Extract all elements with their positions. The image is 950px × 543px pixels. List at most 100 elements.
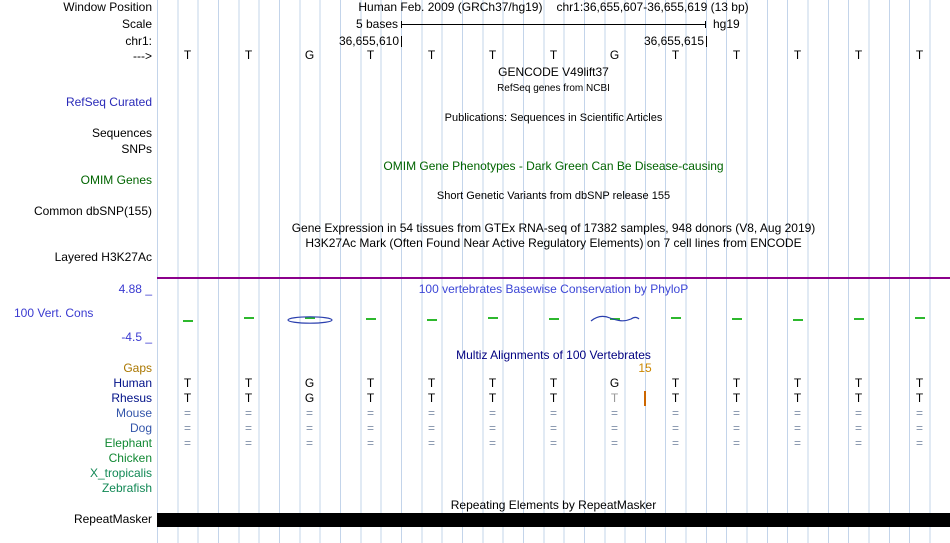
alignment-cell: = <box>244 421 253 435</box>
tracks-panel <box>157 0 950 543</box>
species-label-dog[interactable]: Dog <box>129 421 152 435</box>
alignment-cell: T <box>671 391 680 405</box>
alignment-cell: = <box>854 421 863 435</box>
label-window-position: Window Position <box>63 0 152 14</box>
alignment-cell: = <box>488 421 497 435</box>
alignment-cell: = <box>732 436 741 450</box>
repeatmasker-bar <box>157 513 950 527</box>
alignment-cell: = <box>854 406 863 420</box>
alignment-cell: T <box>671 376 680 390</box>
genome-label: hg19 <box>713 17 740 31</box>
alignment-cell: = <box>244 406 253 420</box>
alignment-cell: = <box>183 406 192 420</box>
alignment-cell: = <box>366 421 375 435</box>
alignment-cell: = <box>183 436 192 450</box>
alignment-cell: G <box>609 376 620 390</box>
phylop-dip-icon <box>285 312 335 326</box>
track-title-gencode[interactable]: GENCODE V49lift37 <box>498 65 609 79</box>
phylop-dash <box>487 317 498 319</box>
track-title-multiz[interactable]: Multiz Alignments of 100 Vertebrates <box>456 348 651 362</box>
alignment-cell: = <box>793 436 802 450</box>
phylop-dash <box>731 318 742 320</box>
strand-arrow: ---> <box>133 49 152 63</box>
alignment-cell: G <box>304 376 315 390</box>
alignment-cell: = <box>915 421 924 435</box>
species-label-zebrafish[interactable]: Zebrafish <box>101 481 152 495</box>
alignment-cell: T <box>488 376 497 390</box>
alignment-cell: T <box>427 376 436 390</box>
track-title-dbsnp[interactable]: Short Genetic Variants from dbSNP releas… <box>436 190 671 202</box>
alignment-cell: T <box>183 391 192 405</box>
alignment-cell: = <box>610 436 619 450</box>
alignment-cell: = <box>366 436 375 450</box>
track-label-sequences[interactable]: Sequences <box>91 126 152 140</box>
sequence-base: T <box>366 48 375 62</box>
h3k27ac-baseline <box>157 277 950 279</box>
alignment-cell: = <box>305 406 314 420</box>
scale-bar <box>401 24 706 25</box>
track-title-gtex[interactable]: Gene Expression in 54 tissues from GTEx … <box>291 221 816 235</box>
species-label-human[interactable]: Human <box>113 376 152 390</box>
alignment-cell: = <box>366 406 375 420</box>
alignment-cell: T <box>549 391 558 405</box>
species-label-x_tropicalis[interactable]: X_tropicalis <box>89 466 152 480</box>
alignment-cell: T <box>183 376 192 390</box>
species-label-rhesus[interactable]: Rhesus <box>111 391 152 405</box>
position-label: chr1:36,655,607-36,655,619 (13 bp) <box>556 0 749 14</box>
track-label-repeatmasker[interactable]: RepeatMasker <box>73 512 152 526</box>
alignment-cell: T <box>427 391 436 405</box>
sequence-base: T <box>549 48 558 62</box>
track-label-omim-genes[interactable]: OMIM Genes <box>80 173 152 187</box>
phylop-dash <box>426 319 437 321</box>
species-label-mouse[interactable]: Mouse <box>115 406 152 420</box>
label-scale: Scale <box>121 17 152 31</box>
track-title-h3k27ac[interactable]: H3K27Ac Mark (Often Found Near Active Re… <box>305 236 802 250</box>
ruler-tick-right <box>706 36 707 47</box>
conservation-max-value: 4.88 _ <box>118 282 152 296</box>
track-label-snps[interactable]: SNPs <box>121 142 152 156</box>
sequence-base: T <box>244 48 253 62</box>
alignment-cell: = <box>427 406 436 420</box>
assembly-label: Human Feb. 2009 (GRCh37/hg19) <box>358 0 543 14</box>
alignment-cell: T <box>854 391 863 405</box>
track-label-100-vert-cons[interactable]: 100 Vert. Cons <box>14 306 94 320</box>
track-label-refseq-curated[interactable]: RefSeq Curated <box>65 95 152 109</box>
ruler-coord-left: 36,655,610 <box>338 34 399 48</box>
phylop-dash <box>243 317 254 319</box>
alignment-cell: T <box>793 391 802 405</box>
sequence-base: T <box>793 48 802 62</box>
alignment-cell: T <box>854 376 863 390</box>
alignment-cell: = <box>732 421 741 435</box>
alignment-cell: T <box>244 391 253 405</box>
track-title-publications[interactable]: Publications: Sequences in Scientific Ar… <box>444 112 663 124</box>
alignment-cell: T <box>732 391 741 405</box>
track-title-phylop[interactable]: 100 vertebrates Basewise Conservation by… <box>418 282 689 296</box>
species-label-chicken[interactable]: Chicken <box>108 451 152 465</box>
track-label-common-dbsnp[interactable]: Common dbSNP(155) <box>33 204 152 218</box>
alignment-cell: T <box>732 376 741 390</box>
sequence-base: T <box>854 48 863 62</box>
alignment-cell: = <box>427 436 436 450</box>
track-title-repeatmasker[interactable]: Repeating Elements by RepeatMasker <box>450 498 657 512</box>
sequence-base: T <box>488 48 497 62</box>
track-label-gaps[interactable]: Gaps <box>123 361 152 375</box>
alignment-cell: T <box>488 391 497 405</box>
alignment-cell: = <box>549 421 558 435</box>
track-title-refseq[interactable]: RefSeq genes from NCBI <box>497 83 610 94</box>
track-label-layered-h3k27ac[interactable]: Layered H3K27Ac <box>54 250 152 264</box>
phylop-dash <box>365 318 376 320</box>
alignment-cell: = <box>671 421 680 435</box>
alignment-cell: = <box>671 406 680 420</box>
alignment-cell: = <box>732 406 741 420</box>
alignment-cell: = <box>488 436 497 450</box>
ruler-tick-left <box>401 36 402 47</box>
alignment-cell: = <box>427 421 436 435</box>
sequence-base: T <box>915 48 924 62</box>
phylop-dash <box>304 317 315 319</box>
label-chromosome: chr1: <box>125 34 152 48</box>
species-label-elephant[interactable]: Elephant <box>104 436 152 450</box>
track-title-omim[interactable]: OMIM Gene Phenotypes - Dark Green Can Be… <box>383 159 724 173</box>
sequence-base: G <box>304 48 315 62</box>
sequence-base: T <box>732 48 741 62</box>
phylop-dash <box>914 317 925 319</box>
